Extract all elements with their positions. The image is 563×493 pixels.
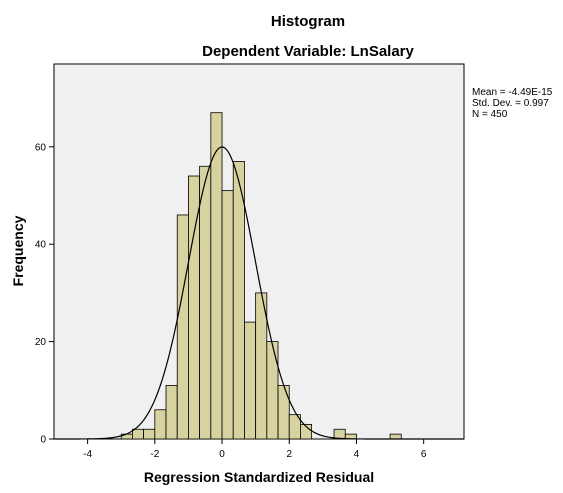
y-tick-label: 40: [35, 240, 47, 251]
x-axis-label: Regression Standardized Residual: [144, 469, 374, 485]
stat-mean: Mean = -4.49E-15: [472, 87, 553, 98]
x-axis: -4 -2 0 2 4 6: [83, 439, 427, 460]
x-tick-label: 0: [219, 449, 225, 460]
y-tick-label: 60: [35, 142, 47, 153]
histogram-bar: [255, 292, 268, 440]
y-tick-label: 0: [40, 435, 46, 446]
stat-n: N = 450: [472, 109, 508, 120]
histogram-bar: [165, 385, 178, 440]
x-tick-label: 6: [421, 449, 427, 460]
histogram-bar: [143, 428, 156, 440]
histogram-bar: [232, 161, 245, 440]
x-tick-label: 4: [354, 449, 360, 460]
normal-curve: [54, 146, 464, 440]
histogram-bar: [221, 190, 234, 440]
histogram-bar: [266, 341, 279, 440]
y-axis: 0 20 40 60: [35, 142, 54, 446]
histogram-bar: [210, 112, 223, 440]
x-tick-label: -2: [150, 449, 159, 460]
chart-title: Histogram: [271, 13, 345, 30]
histogram-bar: [277, 385, 290, 440]
bars-group: [120, 112, 402, 440]
histogram-bar: [244, 321, 257, 440]
histogram-bar: [176, 214, 189, 440]
chart-subtitle: Dependent Variable: LnSalary: [202, 43, 414, 60]
x-tick-label: 2: [286, 449, 292, 460]
histogram-bar: [389, 433, 402, 440]
y-tick-label: 20: [35, 337, 47, 348]
x-tick-label: -4: [83, 449, 92, 460]
histogram-bar: [199, 165, 212, 440]
histogram-bar: [132, 428, 144, 440]
histogram-bar: [154, 409, 167, 440]
y-axis-label: Frequency: [10, 215, 26, 286]
stat-sd: Std. Dev. = 0.997: [472, 98, 549, 109]
histogram-bar: [300, 423, 313, 440]
